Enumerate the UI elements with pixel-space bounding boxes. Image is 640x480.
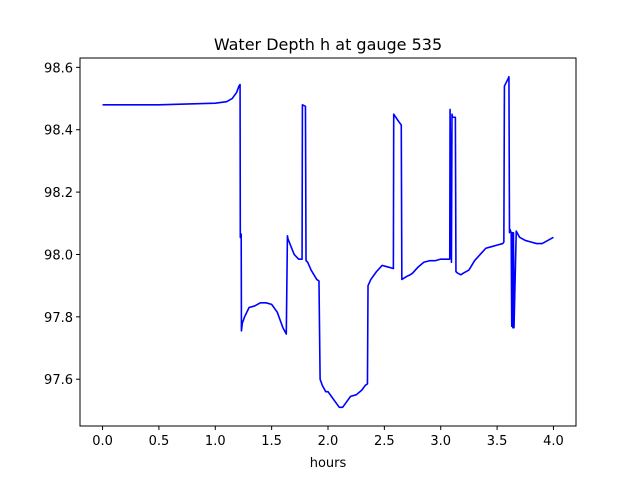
x-tick-label: 0.5 [149, 434, 170, 449]
x-tick-label: 1.0 [205, 434, 226, 449]
x-axis-ticks: 0.0 0.5 1.0 1.5 2.0 2.5 3.0 3.5 4.0 [92, 426, 564, 449]
x-tick-label: 3.5 [487, 434, 508, 449]
series-line-0 [102, 75, 554, 409]
y-tick-label: 98.0 [44, 248, 73, 263]
x-tick-label: 3.0 [430, 434, 451, 449]
y-tick-label: 97.6 [44, 373, 73, 388]
x-axis-label: hours [310, 456, 347, 471]
x-tick-label: 4.0 [543, 434, 564, 449]
y-tick-label: 98.6 [44, 61, 73, 76]
chart-title: Water Depth h at gauge 535 [214, 35, 442, 54]
y-tick-label: 97.8 [44, 311, 73, 326]
x-tick-label: 0.0 [92, 434, 113, 449]
x-tick-label: 2.0 [318, 434, 339, 449]
x-tick-label: 2.5 [374, 434, 395, 449]
y-tick-label: 98.2 [44, 186, 73, 201]
y-axis-ticks: 97.6 97.8 98.0 98.2 98.4 98.6 [44, 61, 80, 388]
y-tick-label: 98.4 [44, 124, 73, 139]
plot-series-group [102, 75, 554, 409]
plot-frame [79, 57, 577, 427]
x-tick-label: 1.5 [261, 434, 282, 449]
